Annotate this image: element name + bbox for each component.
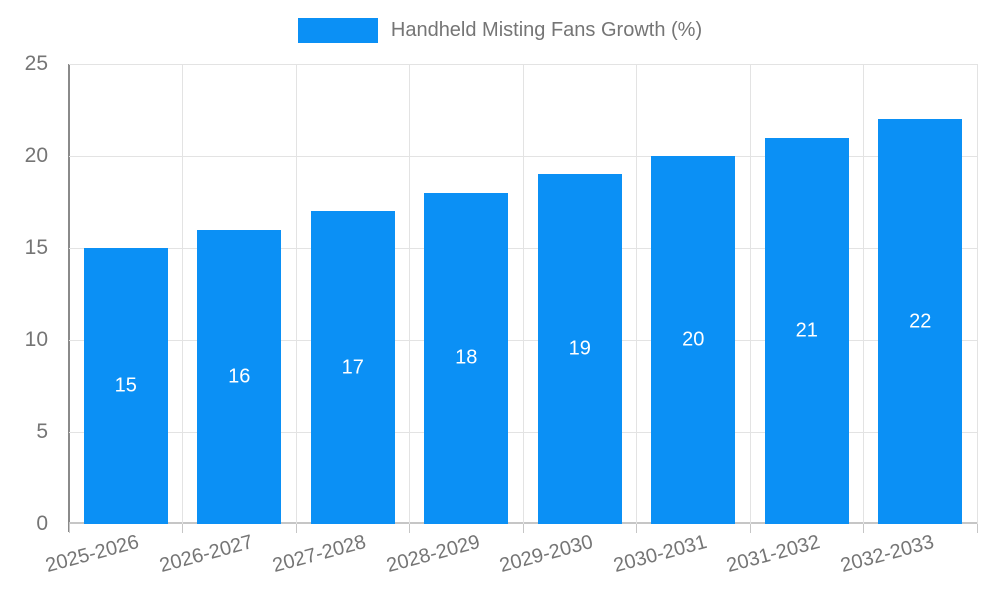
bar-value-label: 19	[568, 337, 591, 360]
x-tick	[976, 524, 978, 533]
bar	[764, 137, 849, 524]
legend-swatch	[297, 18, 378, 43]
bar	[537, 174, 622, 524]
x-tick-label: 2030-2031	[610, 531, 709, 578]
plot-area: 15 16 17 18 19 20 21 22	[68, 63, 978, 533]
y-tick-label: 15	[24, 236, 48, 259]
y-tick-label: 20	[24, 144, 48, 167]
v-gridline	[636, 64, 637, 524]
v-gridline	[749, 64, 751, 524]
x-tick	[863, 524, 864, 533]
legend-item[interactable]: Handheld Misting Fans Growth (%)	[0, 18, 1000, 43]
x-tick	[295, 524, 297, 533]
v-gridline	[976, 64, 978, 524]
v-gridline	[863, 64, 864, 524]
bar-value-label: 16	[228, 365, 251, 388]
y-axis-line	[68, 64, 70, 532]
v-gridline	[522, 64, 524, 524]
bar	[197, 229, 282, 524]
x-tick-label: 2025-2026	[43, 531, 142, 578]
y-tick-label: 0	[36, 512, 48, 535]
bar	[878, 119, 963, 524]
x-tick-label: 2028-2029	[383, 531, 482, 578]
bar-value-label: 15	[114, 374, 137, 397]
x-tick	[409, 524, 410, 533]
bar-value-label: 22	[909, 310, 932, 333]
v-gridline	[295, 64, 297, 524]
bar-value-label: 18	[455, 346, 478, 369]
x-tick	[182, 524, 183, 533]
x-tick-label: 2026-2027	[156, 531, 255, 578]
bar	[83, 248, 168, 524]
y-tick-label: 10	[24, 328, 48, 351]
bar-value-label: 17	[341, 356, 364, 379]
v-gridline	[182, 64, 183, 524]
bar-value-label: 20	[682, 328, 705, 351]
bar	[310, 211, 395, 524]
y-tick-label: 25	[24, 52, 48, 75]
x-tick-label: 2029-2030	[497, 531, 596, 578]
x-tick	[636, 524, 637, 533]
bar-value-label: 21	[795, 319, 818, 342]
v-gridline	[409, 64, 410, 524]
x-tick	[749, 524, 751, 533]
legend-label: Handheld Misting Fans Growth (%)	[390, 19, 703, 41]
bar	[651, 156, 736, 524]
x-tick-label: 2032-2033	[837, 531, 936, 578]
x-tick	[68, 524, 70, 533]
x-tick-label: 2031-2032	[724, 531, 823, 578]
x-tick-label: 2027-2028	[270, 531, 369, 578]
x-tick	[522, 524, 524, 533]
bar	[424, 192, 509, 524]
y-tick-label: 5	[36, 420, 48, 443]
